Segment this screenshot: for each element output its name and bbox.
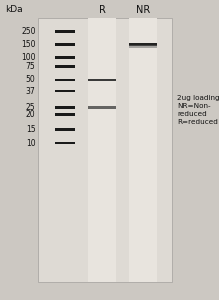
Text: 75: 75 <box>26 62 35 71</box>
Bar <box>55 128 75 130</box>
Text: 20: 20 <box>26 110 35 119</box>
Bar <box>55 142 75 144</box>
Bar <box>88 79 116 81</box>
Bar <box>88 18 116 282</box>
Bar <box>129 44 157 46</box>
Text: 250: 250 <box>21 27 35 36</box>
Text: 25: 25 <box>26 103 35 112</box>
Text: 10: 10 <box>26 139 35 148</box>
Text: 150: 150 <box>21 40 35 49</box>
Bar <box>55 30 75 33</box>
Text: NR: NR <box>136 5 150 15</box>
Bar <box>55 90 75 92</box>
Bar <box>55 113 75 116</box>
Text: kDa: kDa <box>5 5 23 14</box>
Bar <box>38 18 172 282</box>
Text: 37: 37 <box>26 86 35 95</box>
Bar <box>55 65 75 68</box>
Bar <box>88 106 116 109</box>
Text: 100: 100 <box>21 53 35 62</box>
Bar <box>55 106 75 109</box>
Bar <box>55 44 75 46</box>
Bar <box>129 45 157 48</box>
Bar <box>55 56 75 58</box>
Text: R: R <box>99 5 105 15</box>
Bar <box>129 18 157 282</box>
Text: 15: 15 <box>26 125 35 134</box>
Text: 50: 50 <box>26 76 35 85</box>
Bar <box>55 79 75 81</box>
Text: 2ug loading
NR=Non-
reduced
R=reduced: 2ug loading NR=Non- reduced R=reduced <box>177 95 219 125</box>
